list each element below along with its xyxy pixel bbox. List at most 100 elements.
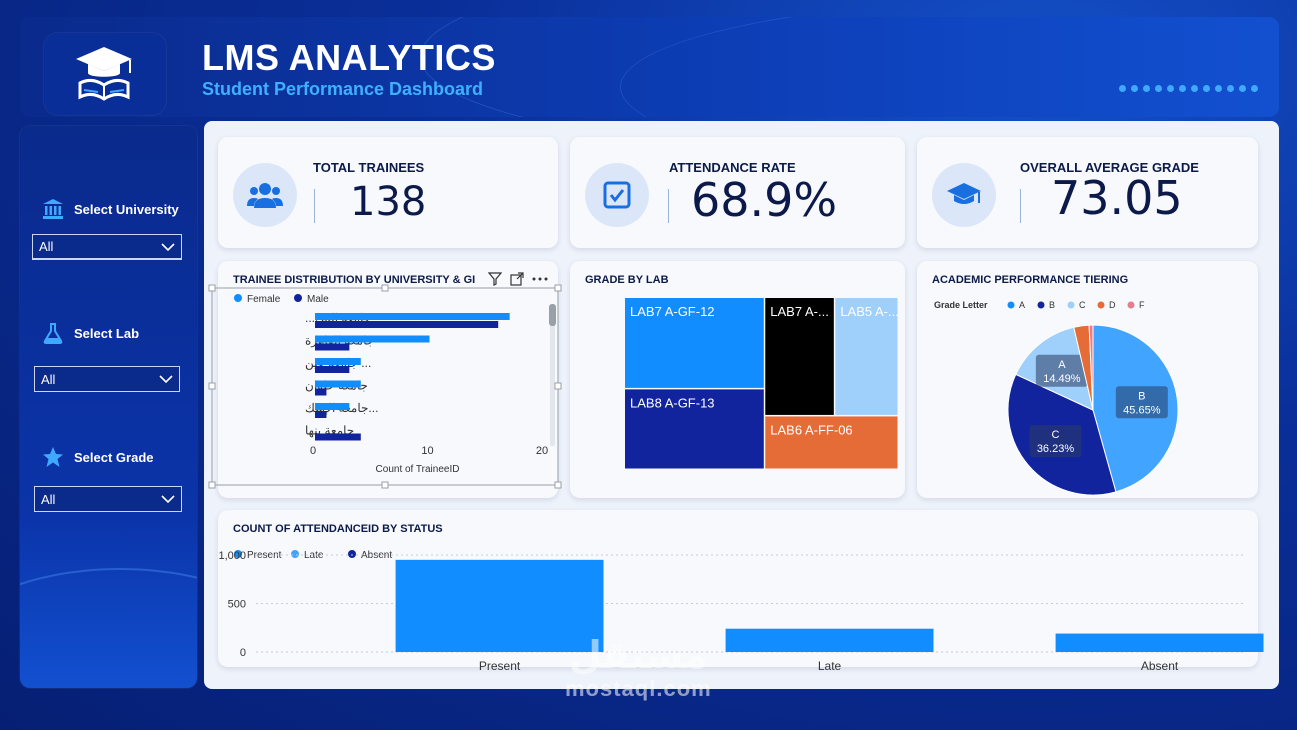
app-title: LMS ANALYTICS	[202, 37, 496, 78]
users-icon	[247, 183, 283, 208]
treemap-label: LAB7 A-...	[770, 304, 829, 319]
resize-handle	[208, 284, 216, 292]
category-label: Absent	[1141, 659, 1179, 673]
scrollbar-track	[550, 306, 555, 446]
chart-title: ACADEMIC PERFORMANCE TIERING	[932, 274, 1129, 286]
chart-title: GRADE BY LAB	[585, 274, 669, 286]
report-canvas: TOTAL TRAINEES 138 ATTENDANCE RATE 68.9%…	[204, 121, 1279, 689]
chart-card-grade-by-lab: GRADE BY LAB LAB7 A-GF-12 LAB8 A-GF-13 LAB…	[570, 261, 905, 498]
x-axis-title: Count of TraineeID	[376, 464, 460, 475]
filter-icon[interactable]	[488, 272, 502, 286]
chevron-down-icon	[159, 375, 173, 384]
logo	[44, 33, 166, 115]
x-tick-label: 0	[310, 445, 316, 457]
category-label: Late	[818, 659, 842, 673]
legend-marker	[234, 550, 242, 558]
kpi-icon-circle	[932, 163, 996, 227]
data-label-bg	[1115, 386, 1168, 419]
legend-marker	[1067, 301, 1075, 309]
slicer-label-text: Select University	[74, 201, 179, 217]
bar-male	[315, 388, 327, 396]
treemap-tile	[625, 298, 764, 388]
data-label-value: 36.23%	[1037, 443, 1075, 455]
bar-male	[315, 411, 327, 418]
slicer-label-text: Select Lab	[74, 325, 140, 341]
trainee-distribution-chart[interactable]: FemaleMaleجامعة المن...جامعة القاهرة... …	[208, 284, 562, 498]
treemap-tile	[765, 416, 898, 469]
graduation-book-icon	[76, 47, 132, 101]
chart-card-performance-tiering: ACADEMIC PERFORMANCE TIERING Grade Lette…	[917, 261, 1258, 498]
slicer-label-lab: Select Lab	[42, 322, 139, 344]
focus-mode-icon[interactable]	[510, 272, 524, 286]
watermark-arabic: مستقل	[568, 635, 708, 677]
kpi-card-average-grade: OVERALL AVERAGE GRADE 73.05	[917, 137, 1258, 248]
grade-dropdown[interactable]: All	[34, 486, 182, 512]
legend-marker	[234, 294, 242, 302]
treemap-tile	[765, 298, 834, 415]
treemap-tile	[625, 389, 764, 469]
star-icon	[43, 447, 63, 467]
legend-marker	[1127, 301, 1135, 309]
treemap-label: LAB6 A-FF-06	[770, 422, 852, 437]
kpi-divider	[668, 189, 669, 223]
chevron-down-icon	[161, 242, 175, 251]
treemap-label: LAB5 A-...	[840, 304, 899, 319]
y-tick-label: 500	[228, 599, 246, 611]
graduation-cap-icon	[947, 183, 981, 204]
bar-male	[315, 343, 350, 351]
kpi-icon-circle	[233, 163, 297, 227]
y-tick-label: 0	[240, 647, 246, 659]
chevron-down-icon	[161, 495, 175, 504]
legend-label: F	[1139, 300, 1145, 310]
filter-sidebar: Select University All Select Lab All Sel…	[20, 126, 197, 688]
kpi-value: 68.9%	[691, 173, 838, 227]
bar-male	[315, 433, 361, 441]
x-tick-label: 20	[536, 445, 548, 457]
decor-dots	[1119, 79, 1269, 92]
slicer-label-university: Select University	[42, 198, 179, 220]
legend-label: A	[1019, 300, 1025, 310]
kpi-divider	[314, 189, 315, 223]
bar-female	[315, 358, 361, 365]
legend-marker	[1007, 301, 1015, 309]
chart-card-trainee-distribution: TRAINEE DISTRIBUTION BY UNIVERSITY & GI …	[208, 261, 562, 498]
resize-handle	[554, 284, 562, 292]
data-label-category: B	[1138, 390, 1145, 402]
more-options-icon[interactable]	[532, 276, 548, 282]
slicer-label-text: Select Grade	[74, 449, 154, 465]
lab-dropdown[interactable]: All	[34, 366, 180, 392]
bar-female	[315, 313, 510, 320]
dropdown-value: All	[39, 239, 54, 254]
kpi-value: 73.05	[1051, 171, 1183, 225]
chart-title: TRAINEE DISTRIBUTION BY UNIVERSITY & GI	[233, 274, 476, 286]
legend-label: Female	[247, 294, 281, 305]
legend-label: Present	[247, 550, 282, 561]
legend-marker	[294, 294, 302, 302]
grade-by-lab-treemap[interactable]: LAB7 A-GF-12 LAB8 A-GF-13 LAB7 A-... LAB5 A…	[570, 261, 905, 498]
chart-card-attendance-status: COUNT OF ATTENDANCEID BY STATUS Present L…	[218, 510, 1264, 673]
status-bar	[725, 628, 934, 652]
resize-handle	[554, 382, 562, 390]
legend-label: D	[1109, 300, 1116, 310]
university-dropdown[interactable]: All	[32, 234, 182, 260]
legend-label: B	[1049, 300, 1055, 310]
performance-tiering-pie[interactable]: Grade Letter A B C D F B 45.65% C 36.23% A 14.49%	[917, 261, 1258, 498]
kpi-card-total-trainees: TOTAL TRAINEES 138	[218, 137, 558, 248]
data-label-category: C	[1052, 429, 1060, 441]
legend-marker	[1037, 301, 1045, 309]
pie-slice	[1088, 324, 1094, 411]
legend-label: Late	[304, 550, 324, 561]
kpi-icon-circle	[585, 163, 649, 227]
x-tick-label: 10	[421, 445, 433, 457]
flask-icon	[43, 323, 63, 344]
resize-handle	[554, 481, 562, 489]
kpi-divider	[1020, 189, 1021, 223]
chart-title: COUNT OF ATTENDANCEID BY STATUS	[233, 523, 443, 535]
scrollbar-thumb[interactable]	[549, 304, 556, 326]
legend-label: C	[1079, 300, 1086, 310]
decor-swoosh	[20, 568, 197, 688]
resize-handle	[208, 382, 216, 390]
kpi-value: 138	[350, 179, 427, 225]
data-label-value: 45.65%	[1123, 404, 1161, 416]
